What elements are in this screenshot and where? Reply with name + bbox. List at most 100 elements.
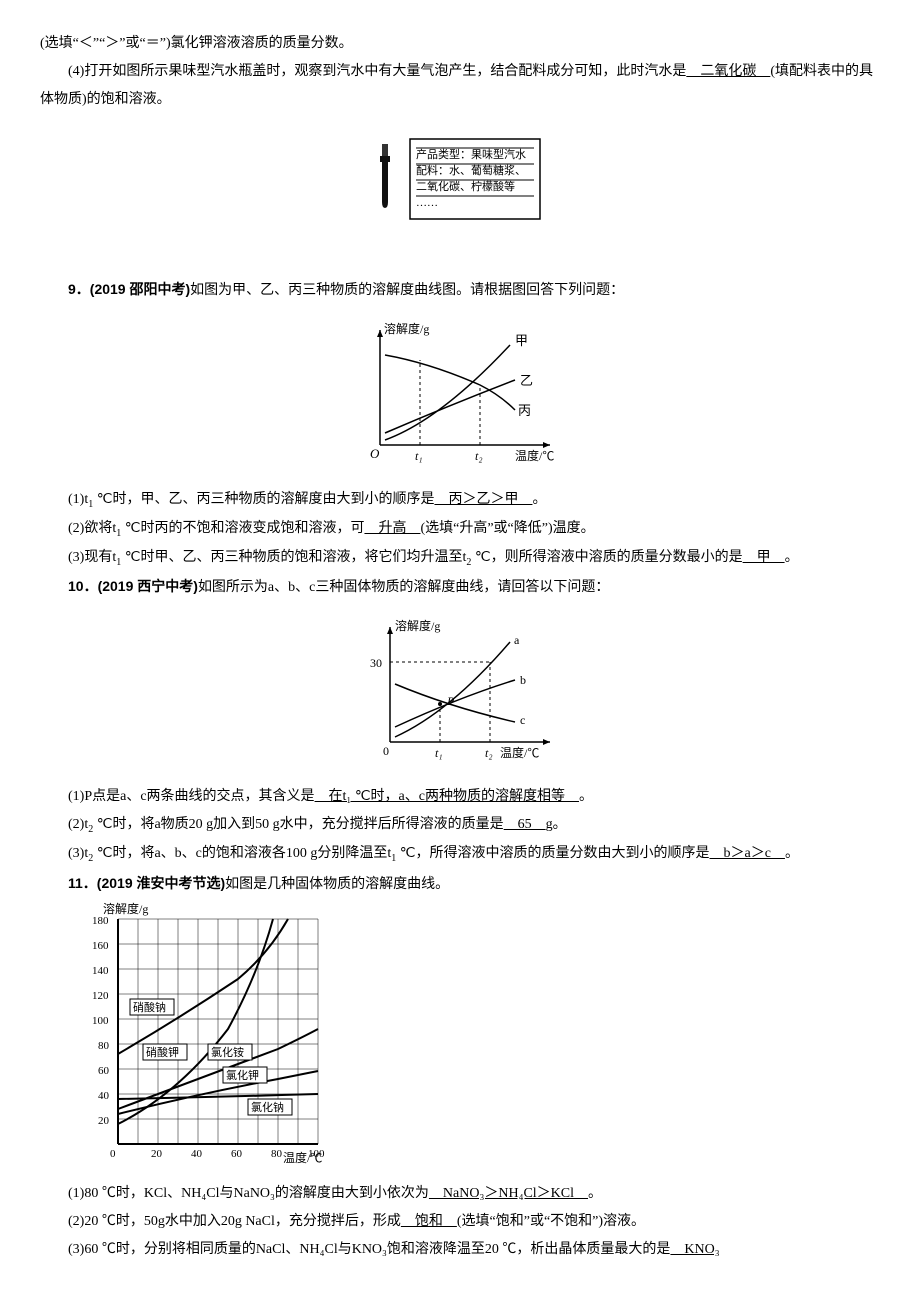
text: ℃时，将a物质20 g加入到50 g水中，充分搅拌后所得溶液的质量是 [93,817,503,832]
q9-head: 9．(2019 邵阳中考) [68,281,190,297]
ytick: 120 [92,990,109,1002]
text: ℃，则所得溶液中溶质的质量分数最小的是 [471,550,742,565]
figure-soda-bottle: 产品类型：果味型汽水 配料：水、葡萄糖浆、 二氧化碳、柠檬酸等 …… [40,124,880,265]
xlabel: 温度/℃ [500,745,539,760]
q9: 9．(2019 邵阳中考)如图为甲、乙、丙三种物质的溶解度曲线图。请根据图回答下… [40,275,880,305]
answer: b＞a＞c [710,846,785,861]
ytick: 20 [98,1115,110,1127]
text: (4)打开如图所示果味型汽水瓶盖时，观察到汽水中有大量气泡产生，结合配料成分可知… [68,64,686,79]
legend-nano3: 硝酸钠 [133,1000,166,1014]
text: (1)t [68,492,88,507]
text: g。 [546,817,567,832]
q11-1: (1)80 ℃时，KCl、NH₄Cl与NaNO₃的溶解度由大到小依次为 NaNO… [40,1180,880,1208]
text: 。 [532,492,546,507]
yi: 乙 [520,373,533,388]
text: ℃时甲、乙、丙三种物质的饱和溶液，将它们均升温至t [121,550,466,565]
figure-q11-chart: 溶解度/g 温度/℃ 180 160 140 120 100 80 60 40 … [68,899,880,1180]
label-line3: 二氧化碳、柠檬酸等 [416,179,515,193]
legend-kcl: 氯化钾 [226,1068,259,1082]
q10-1: (1)P点是a、c两条曲线的交点，其含义是 在t₁ ℃时，a、c两种物质的溶解度… [40,783,880,811]
answer: 升高 [364,521,420,536]
bing: 丙 [518,403,531,418]
q10-head: 10．(2019 西宁中考) [68,578,198,594]
zero: 0 [383,744,389,758]
text: (2)欲将t [68,521,116,536]
figure-q9-chart: 溶解度/g 温度/℃ O t₁ t₂ 甲 乙 丙 [40,315,880,476]
text: (选填“饱和”或“不饱和”)溶液。 [457,1214,645,1229]
ylabel: 溶解度/g [384,321,429,336]
text: 。 [588,1186,602,1201]
figure-q10-chart: 溶解度/g 温度/℃ 0 30 t₁ t₂ a b c P [40,612,880,773]
q11-head: 11．(2019 淮安中考节选) [68,875,225,891]
t1: t₁ [415,449,423,463]
text: (选填“升高”或“降低”)温度。 [420,521,594,536]
answer: 饱和 [401,1214,457,1229]
text: (1)80 ℃时，KCl、NH₄Cl与NaNO₃的溶解度由大到小依次为 [68,1186,429,1201]
label-line2: 配料：水、葡萄糖浆、 [416,163,526,177]
answer: 65 [504,817,546,832]
text: (1)P点是a、c两条曲线的交点，其含义是 [68,789,315,804]
label-line4: …… [416,197,438,209]
origin: O [370,446,380,461]
text: (3)t [68,846,88,861]
xtick: 80 [271,1148,283,1160]
ytick: 0 [110,1148,116,1160]
ytick: 160 [92,940,109,952]
legend-nacl: 氯化钠 [251,1100,284,1114]
q10-body: 如图所示为a、b、c三种固体物质的溶解度曲线，请回答以下问题： [198,580,609,595]
thirty: 30 [370,656,382,670]
b: b [520,673,526,687]
q10-3: (3)t2 ℃时，将a、b、c的饱和溶液各100 g分别降温至t1 ℃，所得溶液… [40,840,880,869]
xlabel: 温度/℃ [515,448,554,463]
t2: t₂ [475,449,483,463]
text: ℃时丙的不饱和溶液变成饱和溶液，可 [121,521,364,536]
jia: 甲 [515,333,528,348]
text: 。 [579,789,593,804]
label-line1: 产品类型：果味型汽水 [416,147,526,161]
text: 。 [785,550,799,565]
line-continuation: (选填“＜”“＞”或“＝”)氯化钾溶液溶质的质量分数。 [40,30,880,58]
text: (2)t [68,817,88,832]
text: ℃，所得溶液中溶质的质量分数由大到小的顺序是 [396,846,709,861]
answer: KNO₃ [670,1242,719,1257]
ylabel: 溶解度/g [103,901,148,916]
xtick: 20 [151,1148,163,1160]
xtick: 60 [231,1148,243,1160]
q9-1: (1)t1 ℃时，甲、乙、丙三种物质的溶解度由大到小的顺序是 丙＞乙＞甲 。 [40,486,880,515]
a: a [514,633,520,647]
xtick: 40 [191,1148,203,1160]
answer: 在t₁ ℃时，a、c两种物质的溶解度相等 [315,789,579,804]
answer: 丙＞乙＞甲 [434,492,532,507]
P: P [446,694,455,708]
q10: 10．(2019 西宁中考)如图所示为a、b、c三种固体物质的溶解度曲线，请回答… [40,572,880,602]
text: (3)60 ℃时，分别将相同质量的NaCl、NH₄Cl与KNO₃饱和溶液降温至2… [68,1242,670,1257]
text: 。 [785,846,799,861]
legend-kno3: 硝酸钾 [146,1045,179,1059]
text: (3)现有t [68,550,116,565]
q10-2: (2)t2 ℃时，将a物质20 g加入到50 g水中，充分搅拌后所得溶液的质量是… [40,811,880,840]
q9-body: 如图为甲、乙、丙三种物质的溶解度曲线图。请根据图回答下列问题： [190,283,624,298]
q11-body: 如图是几种固体物质的溶解度曲线。 [225,877,449,892]
ytick: 40 [98,1090,110,1102]
ytick: 60 [98,1065,110,1077]
ylabel: 溶解度/g [395,618,440,633]
q9-3: (3)现有t1 ℃时甲、乙、丙三种物质的饱和溶液，将它们均升温至t2 ℃，则所得… [40,544,880,573]
t2: t₂ [485,746,493,760]
answer: 二氧化碳 [686,64,770,79]
xtick: 100 [308,1148,325,1160]
t1: t₁ [435,746,443,760]
c: c [520,713,525,727]
text: ℃时，将a、b、c的饱和溶液各100 g分别降温至t [93,846,391,861]
q9-2: (2)欲将t1 ℃时丙的不饱和溶液变成饱和溶液，可 升高 (选填“升高”或“降低… [40,515,880,544]
q11: 11．(2019 淮安中考节选)如图是几种固体物质的溶解度曲线。 [40,869,880,899]
answer: 甲 [743,550,785,565]
q8-4: (4)打开如图所示果味型汽水瓶盖时，观察到汽水中有大量气泡产生，结合配料成分可知… [40,58,880,114]
ytick: 100 [92,1015,109,1027]
ytick: 180 [92,915,109,927]
text: ℃时，甲、乙、丙三种物质的溶解度由大到小的顺序是 [93,492,434,507]
text: (2)20 ℃时，50g水中加入20g NaCl，充分搅拌后，形成 [68,1214,401,1229]
answer: NaNO₃＞NH₄Cl＞KCl [429,1186,588,1201]
q11-2: (2)20 ℃时，50g水中加入20g NaCl，充分搅拌后，形成 饱和 (选填… [40,1208,880,1236]
ytick: 140 [92,965,109,977]
legend-nh4cl: 氯化铵 [211,1045,244,1059]
